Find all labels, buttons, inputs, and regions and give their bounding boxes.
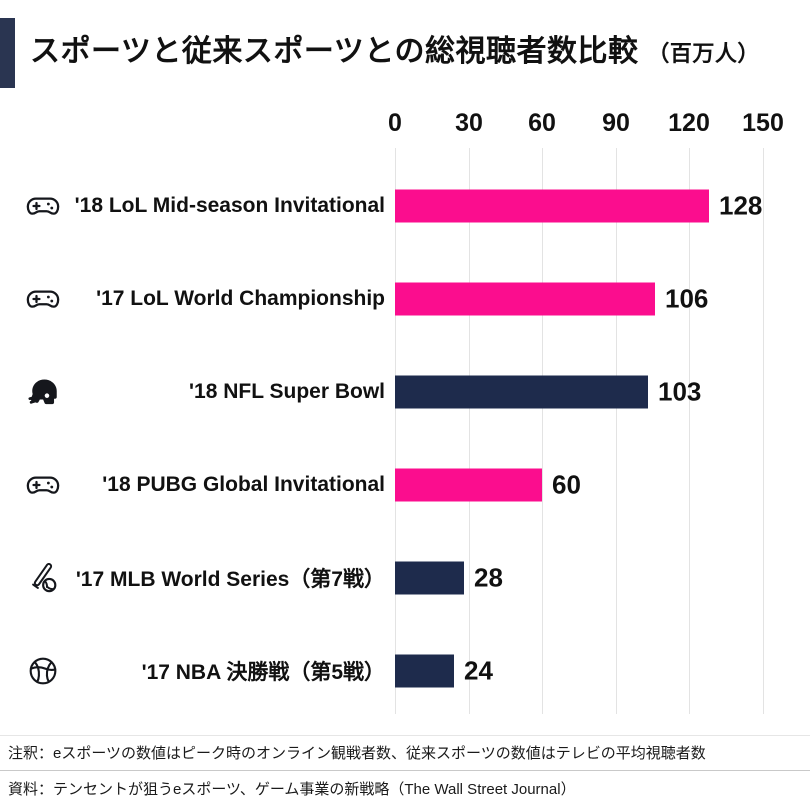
- x-axis-tick: 0: [388, 109, 402, 137]
- chart-row: '17 NBA 決勝戦（第5戦） 24: [0, 624, 810, 718]
- chart-row: '18 PUBG Global Invitational 60: [0, 438, 810, 532]
- x-axis-tick: 30: [455, 109, 483, 137]
- row-label: '18 LoL Mid-season Invitational: [74, 194, 385, 217]
- source-divider: [0, 770, 810, 771]
- bar-value: 60: [552, 469, 581, 500]
- basketball-icon: [26, 654, 60, 688]
- x-axis: 0 30 60 90 120 150: [388, 104, 810, 140]
- gridline: [689, 148, 690, 714]
- note-divider: [0, 735, 810, 736]
- x-axis-tick: 150: [742, 109, 784, 137]
- source-credit: 資料：テンセントが狙うeスポーツ、ゲーム事業の新戦略（The Wall Stre…: [8, 781, 576, 798]
- chart-row: '18 NFL Super Bowl 103: [0, 345, 810, 439]
- football-helmet-icon: [26, 375, 60, 409]
- chart-row: '17 MLB World Series（第7戦） 28: [0, 531, 810, 625]
- chart-row: '18 LoL Mid-season Invitational 128: [0, 159, 810, 253]
- bar-value: 128: [719, 190, 763, 221]
- bar-esports: [395, 468, 542, 502]
- bar-esports: [395, 282, 655, 316]
- gridline: [469, 148, 470, 714]
- bar-value: 106: [665, 283, 709, 314]
- row-label: '17 NBA 決勝戦（第5戦）: [141, 661, 385, 684]
- gridline: [542, 148, 543, 714]
- bar-value: 24: [464, 655, 493, 686]
- bar-traditional: [395, 375, 648, 409]
- baseball-icon: [26, 561, 60, 595]
- gamepad-icon: [26, 282, 60, 316]
- gridlines: [395, 148, 810, 714]
- bar-esports: [395, 189, 709, 223]
- footnote: 注釈：eスポーツの数値はピーク時のオンライン観戦者数、従来スポーツの数値はテレビ…: [8, 745, 706, 762]
- title-accent-bar: [0, 18, 15, 88]
- bar-traditional: [395, 654, 454, 688]
- row-label: '17 MLB World Series（第7戦）: [75, 568, 385, 591]
- x-axis-tick: 90: [602, 109, 630, 137]
- chart-row: '17 LoL World Championship 106: [0, 252, 810, 346]
- gamepad-icon: [26, 189, 60, 223]
- bar-value: 28: [474, 562, 503, 593]
- bar-chart: '18 LoL Mid-season Invitational 128 '17 …: [0, 148, 810, 714]
- page-title-text: スポーツと従来スポーツとの総視聴者数比較: [30, 35, 639, 68]
- page-title-unit: （百万人）: [647, 41, 760, 66]
- gridline: [395, 148, 396, 714]
- bar-traditional: [395, 561, 464, 595]
- row-label: '18 NFL Super Bowl: [189, 380, 385, 403]
- row-label: '17 LoL World Championship: [96, 287, 385, 310]
- gridline: [763, 148, 764, 714]
- page-title: スポーツと従来スポーツとの総視聴者数比較 （百万人）: [30, 26, 760, 70]
- gridline: [616, 148, 617, 714]
- row-label: '18 PUBG Global Invitational: [102, 473, 385, 496]
- x-axis-tick: 60: [528, 109, 556, 137]
- x-axis-tick: 120: [668, 109, 710, 137]
- gamepad-icon: [26, 468, 60, 502]
- bar-value: 103: [658, 376, 702, 407]
